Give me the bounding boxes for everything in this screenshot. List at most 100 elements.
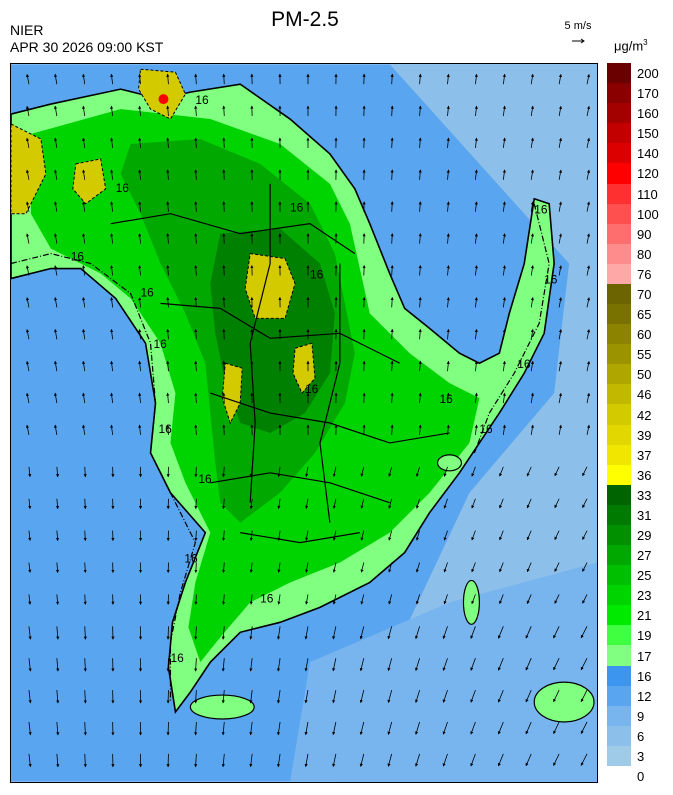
contour-label: 16 xyxy=(158,422,172,436)
legend-label: 140 xyxy=(637,146,659,162)
wind-vector xyxy=(390,360,394,372)
wind-vector xyxy=(222,424,226,435)
wind-vector xyxy=(110,392,114,404)
wind-vector xyxy=(82,392,86,404)
wind-vector xyxy=(446,105,450,117)
wind-vector xyxy=(54,392,58,404)
wind-vector xyxy=(54,360,58,372)
contour-label: 16 xyxy=(305,382,319,396)
legend-color-box xyxy=(607,243,631,265)
wind-vector xyxy=(499,562,504,573)
contour-label: 16 xyxy=(440,392,454,406)
wind-vector xyxy=(418,424,422,435)
wind-vector xyxy=(530,360,534,372)
wind-vector xyxy=(558,233,563,244)
wind-vector xyxy=(526,594,532,605)
wind-vector xyxy=(221,626,225,640)
wind-vector xyxy=(82,297,86,308)
legend-color-box xyxy=(607,183,631,205)
wind-vector xyxy=(166,265,170,276)
wind-vector xyxy=(553,753,560,767)
wind-vector xyxy=(166,360,170,372)
legend-label: 36 xyxy=(637,467,652,483)
wind-vector xyxy=(138,360,142,372)
wind-vector xyxy=(222,137,226,148)
wind-vector xyxy=(54,137,58,149)
wind-vector xyxy=(332,466,337,478)
wind-vector xyxy=(194,296,198,308)
wind-vector xyxy=(474,424,478,436)
wind-vector xyxy=(558,73,563,85)
wind-vector xyxy=(390,233,394,244)
wind-vector xyxy=(443,530,448,541)
wind-vector xyxy=(586,328,591,340)
wind-vector xyxy=(502,328,506,340)
wind-vector xyxy=(249,498,253,510)
wind-vector xyxy=(442,689,448,703)
legend-label: 0 xyxy=(637,769,645,785)
legend-color-box xyxy=(607,143,631,164)
hotspot-central-south xyxy=(292,342,316,395)
wind-vector xyxy=(83,594,87,605)
wind-vector xyxy=(82,105,86,117)
wind-vector xyxy=(443,466,448,477)
wind-vector xyxy=(390,328,394,340)
map-title: PM-2.5 xyxy=(271,8,339,31)
wind-vector xyxy=(25,265,30,276)
wind-vector xyxy=(554,498,560,509)
wind-vector xyxy=(194,466,198,478)
contour-label: 16 xyxy=(184,552,198,566)
wind-vector xyxy=(277,530,281,542)
contour-label: 16 xyxy=(310,267,324,281)
wind-vector xyxy=(249,562,253,573)
wind-vector xyxy=(25,73,30,85)
legend-label: 160 xyxy=(637,106,659,122)
wind-vector xyxy=(530,201,534,212)
wind-vector xyxy=(390,137,394,148)
contour-label: 16 xyxy=(517,357,531,371)
wind-vector xyxy=(390,424,394,435)
wind-vector xyxy=(390,392,394,404)
wind-vector xyxy=(530,233,534,244)
wind-vector xyxy=(83,721,87,736)
wind-vector xyxy=(360,594,365,605)
contour-label: 16 xyxy=(198,472,212,486)
wind-vector xyxy=(28,530,32,542)
legend-label: 110 xyxy=(637,186,658,202)
wind-vector xyxy=(525,721,532,735)
wind-vector xyxy=(138,73,142,85)
wind-vector xyxy=(305,466,309,478)
wind-vector xyxy=(580,626,588,639)
legend-color-box xyxy=(607,83,631,104)
wind-vector xyxy=(194,690,198,704)
pm25-map[interactable]: 16 16 16 16 16 16 16 16 16 16 16 16 16 16 16 16 16 16 xyxy=(10,63,598,783)
wind-vector xyxy=(166,424,170,435)
legend-color-box xyxy=(607,464,631,486)
wind-vector xyxy=(418,105,422,117)
wind-vector xyxy=(221,721,225,736)
hotspot-southwest xyxy=(221,362,243,425)
wind-vector xyxy=(166,137,170,148)
wind-vector xyxy=(388,594,393,605)
wind-vector xyxy=(471,498,476,509)
wind-vector xyxy=(28,721,32,736)
wind-vector xyxy=(25,424,30,436)
wind-vector xyxy=(166,201,170,212)
wind-vector xyxy=(446,424,450,435)
wind-vector xyxy=(474,137,478,148)
contour-label: 16 xyxy=(141,285,155,299)
wind-vector xyxy=(166,233,170,244)
wind-vector xyxy=(83,466,87,478)
wind-vector xyxy=(502,392,506,404)
wind-vector xyxy=(194,626,198,640)
wind-vector xyxy=(25,137,30,149)
wind-vector xyxy=(525,753,532,767)
wind-scale-arrow-icon xyxy=(572,38,585,44)
wind-vector xyxy=(194,562,198,574)
wind-vector xyxy=(497,658,504,671)
wind-vector xyxy=(138,201,142,212)
wind-vector xyxy=(558,424,563,436)
wind-vector xyxy=(277,498,281,510)
wind-vector xyxy=(25,392,30,404)
legend-color-box xyxy=(607,404,631,426)
